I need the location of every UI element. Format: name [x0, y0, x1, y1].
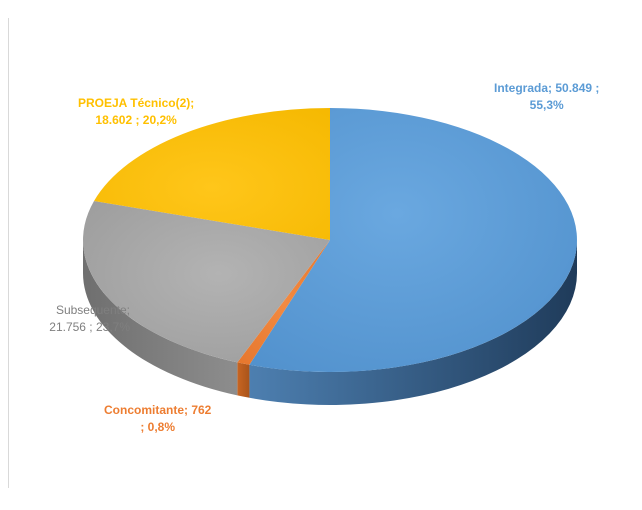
chart-border-line: [8, 18, 9, 488]
pie-slice-concomitante: [237, 240, 330, 365]
pie-slice-integrada: [249, 108, 577, 372]
slice-label-subsequente: Subsequente; 21.756 ; 23,7%: [49, 303, 130, 334]
pie-side-concomitante: [237, 362, 250, 398]
slice-label-proeja-tecnico: PROEJA Técnico(2); 18.602 ; 20,2%: [78, 96, 195, 127]
pie-side-subsequente: [83, 240, 238, 396]
pie-side-integrada: [249, 240, 578, 406]
pie-slice-subsequente: [83, 201, 330, 363]
slice-label-concomitante: Concomitante; 762 ; 0,8%: [104, 403, 212, 434]
slice-label-integrada: Integrada; 50.849 ; 55,3%: [494, 81, 600, 112]
pie-slice-proeja-tecnico: [94, 108, 330, 240]
